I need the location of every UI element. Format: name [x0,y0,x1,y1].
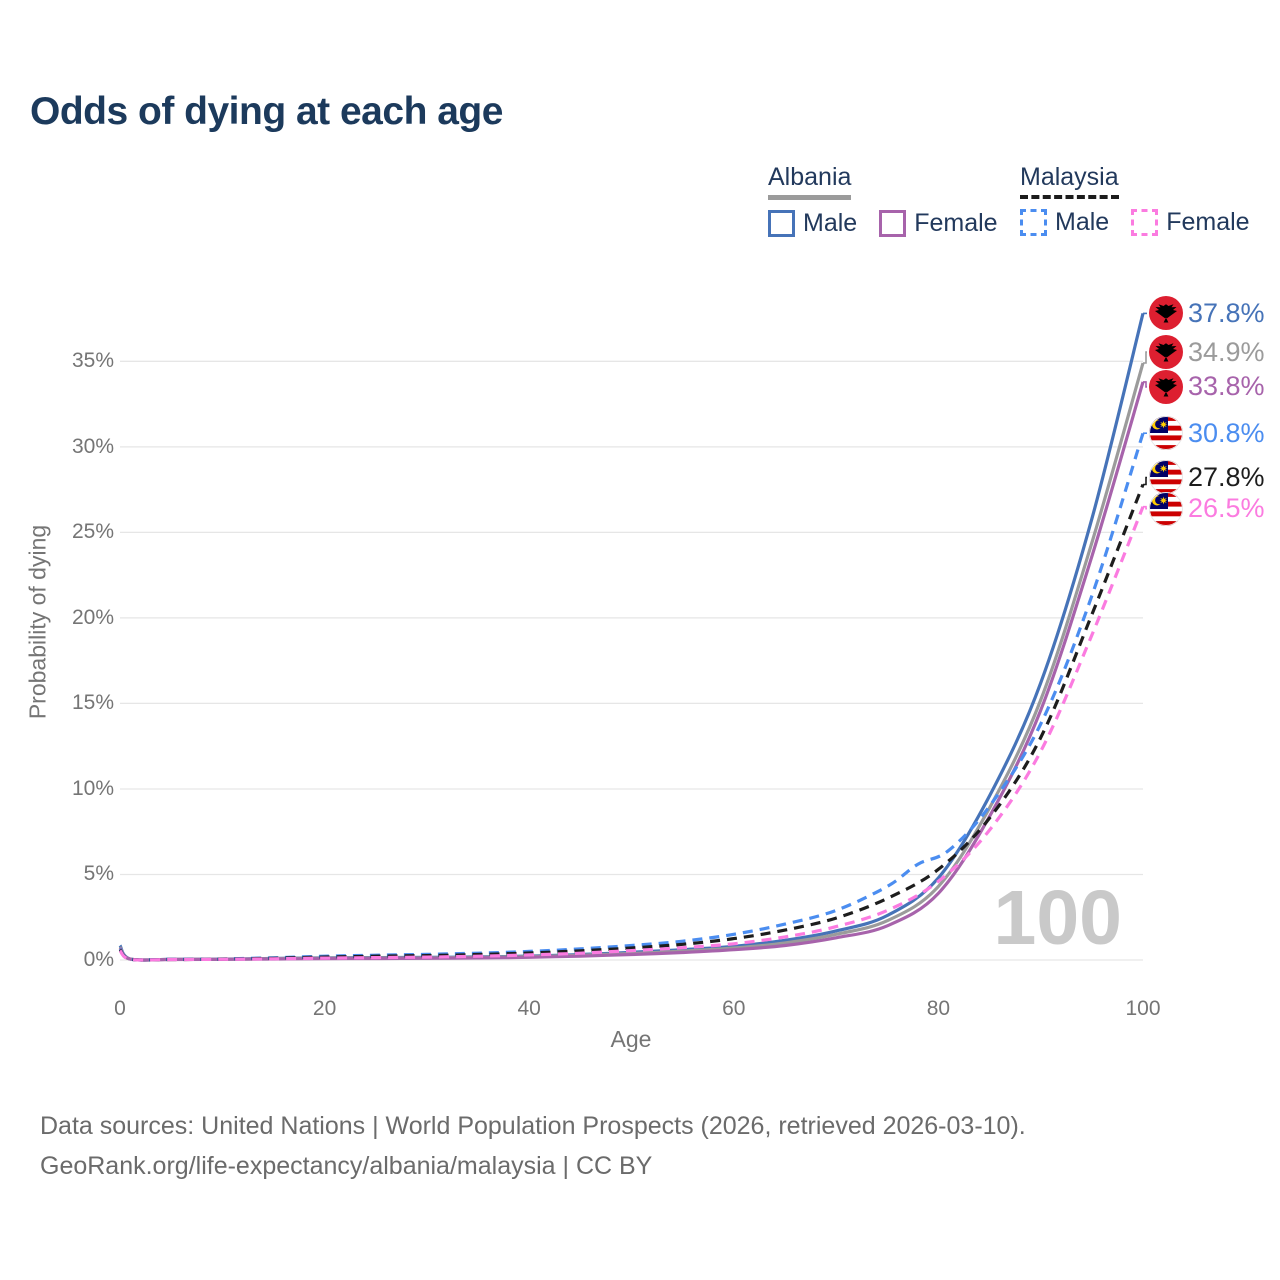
x-tick-20: 20 [312,997,337,1020]
legend-country-malaysia[interactable]: Malaysia [1020,163,1119,199]
series-line-albania-both-sexes[interactable] [118,362,1145,962]
legend-row-malaysia: Male Female [1020,208,1264,237]
legend-group-albania: Albania Male Female [768,163,1012,238]
x-axis-label: Age [610,1026,652,1052]
y-tick-25%: 25% [71,520,114,544]
series-line-malaysia-female[interactable] [118,506,1145,962]
y-tick-10%: 10% [71,776,114,800]
end-label-value: 37.8% [1188,297,1265,328]
x-tick-80: 80 [926,997,951,1020]
age-counter-watermark: 100 [993,875,1122,961]
end-label-connector [1143,381,1147,388]
legend-swatch-albania-female[interactable] [879,210,907,237]
y-tick-35%: 35% [71,349,114,373]
y-tick-15%: 15% [71,691,114,715]
y-tick-20%: 20% [71,605,114,629]
legend-swatch-albania-male[interactable] [768,210,795,237]
albania-flag-icon [1149,335,1183,370]
malaysia-flag-icon [1149,416,1183,451]
series-line-albania-male[interactable] [118,313,1145,962]
malaysia-flag-icon [1149,460,1183,495]
end-label-value: 34.9% [1188,336,1265,367]
gridlines [120,360,1143,961]
legend-label-malaysia-female[interactable]: Female [1166,208,1250,236]
end-label-value: 26.5% [1188,493,1265,524]
chart-title: Odds of dying at each age [30,90,503,133]
series-line-malaysia-male[interactable] [118,432,1145,962]
footer-attribution: GeoRank.org/life-expectancy/albania/mala… [40,1152,653,1180]
legend-swatch-malaysia-female[interactable] [1131,209,1159,236]
legend-row-albania: Male Female [768,209,1012,238]
end-label-value: 27.8% [1188,461,1265,492]
end-label-connector [1143,476,1147,486]
end-label-albania-male: 37.8% [1149,296,1265,331]
legend-label-albania-female[interactable]: Female [914,209,998,237]
x-tick-100: 100 [1125,997,1161,1020]
end-label-malaysia-both-sexes: 27.8% [1149,460,1265,495]
end-label-connector [1143,351,1147,364]
end-label-albania-female: 33.8% [1149,369,1265,404]
x-tick-60: 60 [722,997,746,1020]
y-tick-0%: 0% [83,948,114,971]
end-label-connector [1143,505,1147,510]
footer-data-sources: Data sources: United Nations | World Pop… [40,1112,1026,1140]
end-label-albania-both-sexes: 34.9% [1149,335,1265,370]
series-line-malaysia-both-sexes[interactable] [118,483,1145,962]
albania-flag-icon [1149,369,1183,404]
legend-group-malaysia: Malaysia Male Female [1020,163,1264,237]
legend-swatch-malaysia-male[interactable] [1020,209,1047,236]
end-label-malaysia-male: 30.8% [1149,416,1265,451]
end-label-malaysia-female: 26.5% [1149,491,1265,526]
end-label-value: 30.8% [1188,417,1265,448]
series-line-albania-female[interactable] [118,381,1145,962]
legend-country-albania[interactable]: Albania [768,163,852,200]
albania-flag-icon [1149,296,1183,331]
footer: Data sources: United Nations | World Pop… [40,1106,1026,1186]
x-tick-0: 0 [114,997,126,1020]
legend-label-albania-male[interactable]: Male [803,209,858,237]
x-tick-40: 40 [517,997,541,1020]
legend-label-malaysia-male[interactable]: Male [1055,208,1110,236]
malaysia-flag-icon [1149,491,1183,526]
y-tick-5%: 5% [83,862,114,886]
y-tick-30%: 30% [71,434,114,458]
end-label-value: 33.8% [1188,371,1265,402]
